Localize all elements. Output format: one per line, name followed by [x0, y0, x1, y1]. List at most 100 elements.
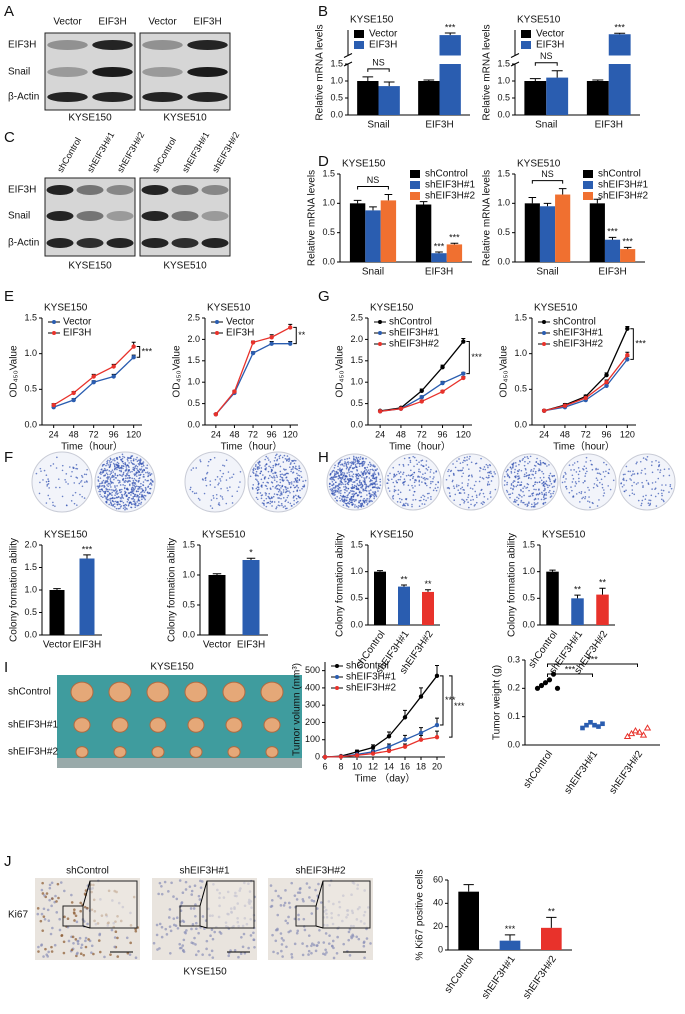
colony: [482, 503, 484, 505]
colony: [275, 465, 277, 467]
colony: [394, 489, 396, 491]
bar: [209, 575, 226, 635]
colony: [296, 498, 298, 500]
y-tick-label: 1.5: [24, 312, 37, 322]
colony: [118, 465, 120, 467]
y-tick-label: 0.1: [507, 711, 520, 721]
x-tick-label: 14: [384, 761, 394, 771]
colony: [553, 486, 555, 488]
y-tick-label: 0.0: [330, 109, 343, 119]
colony: [354, 504, 356, 506]
colony: [295, 468, 297, 470]
colony: [113, 479, 115, 481]
colony: [353, 496, 355, 498]
colony: [509, 497, 511, 499]
nucleus: [80, 952, 83, 955]
colony: [353, 456, 355, 458]
nucleus: [178, 943, 181, 946]
y-tick-label: 1.0: [187, 377, 200, 387]
colony: [121, 459, 123, 461]
colony: [408, 457, 410, 459]
colony: [226, 479, 228, 481]
colony: [584, 492, 586, 494]
colony: [128, 480, 130, 482]
series-line: [544, 359, 627, 410]
data-point: [378, 409, 382, 413]
colony: [151, 484, 153, 486]
colony: [112, 471, 114, 473]
colony: [464, 457, 466, 459]
nucleus: [328, 942, 331, 945]
colony: [126, 488, 128, 490]
colony: [102, 496, 104, 498]
colony: [338, 478, 340, 480]
colony: [373, 496, 375, 498]
colony: [633, 494, 635, 496]
colony: [363, 489, 365, 491]
colony: [192, 467, 194, 469]
dish: [32, 452, 92, 512]
colony: [270, 461, 272, 463]
colony: [532, 470, 534, 472]
colony: [143, 474, 145, 476]
colony: [658, 493, 660, 495]
colony: [372, 491, 374, 493]
blot-band: [202, 238, 229, 248]
colony: [517, 484, 519, 486]
colony: [636, 483, 638, 485]
y-axis-label: Tumor volumn (mm³): [292, 663, 303, 756]
data-point: [387, 744, 391, 748]
nucleus: [366, 937, 369, 940]
colony: [648, 499, 650, 501]
colony: [348, 470, 350, 472]
nucleus: [209, 934, 212, 937]
colony: [282, 479, 284, 481]
colony: [430, 469, 432, 471]
nucleus: [252, 931, 255, 934]
colony: [67, 483, 69, 485]
colony: [296, 485, 298, 487]
colony: [592, 502, 594, 504]
colony: [404, 458, 406, 460]
colony: [356, 506, 358, 508]
error-bar: [420, 202, 428, 205]
legend-swatch: [378, 320, 382, 324]
x-axis-label: Time（hour）: [389, 441, 451, 453]
colony: [608, 473, 610, 475]
nucleus: [164, 928, 167, 931]
colony: [543, 477, 545, 479]
colony: [116, 502, 118, 504]
colony: [534, 484, 536, 486]
colony: [370, 465, 372, 467]
colony: [288, 460, 290, 462]
colony: [576, 493, 578, 495]
colony: [541, 471, 543, 473]
panel-letter: C: [4, 129, 15, 146]
colony: [538, 470, 540, 472]
colony: [481, 502, 483, 504]
colony: [220, 488, 222, 490]
colony: [105, 502, 107, 504]
x-tick-label: 48: [69, 429, 79, 439]
legend-label: shControl: [425, 169, 468, 180]
colony: [435, 484, 437, 486]
legend-swatch: [354, 41, 364, 49]
y-tick-label: 0.0: [497, 109, 510, 119]
nucleus: [276, 914, 279, 917]
x-tick-label: 72: [417, 429, 427, 439]
colony: [369, 485, 371, 487]
colony: [640, 461, 642, 463]
nucleus: [304, 929, 307, 932]
bar: [571, 598, 584, 625]
tumor: [112, 718, 128, 732]
nucleus: [284, 919, 287, 922]
nucleus: [85, 946, 88, 949]
colony: [346, 500, 348, 502]
colony: [464, 460, 466, 462]
colony: [139, 496, 141, 498]
colony: [120, 470, 122, 472]
colony: [117, 475, 119, 477]
colony: [292, 460, 294, 462]
colony: [358, 475, 360, 477]
